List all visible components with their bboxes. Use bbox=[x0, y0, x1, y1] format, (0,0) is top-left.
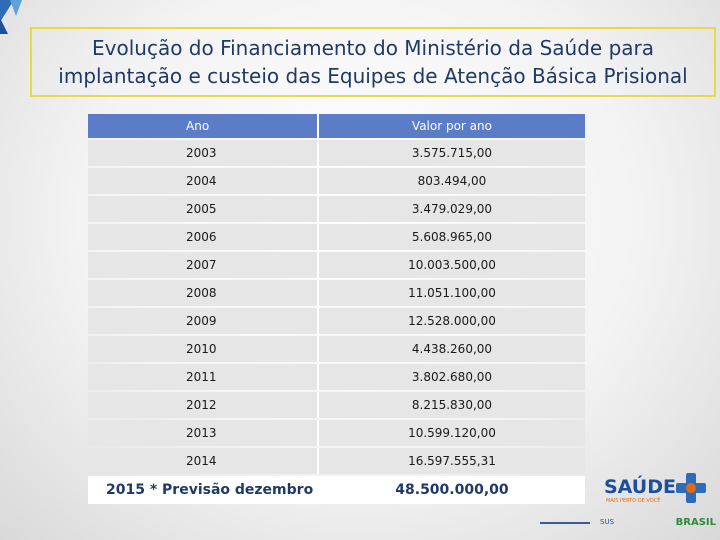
corner-triangle-icon bbox=[0, 0, 22, 34]
financing-table: Ano Valor por ano 2003 3.575.715,00 2004 80… bbox=[88, 112, 585, 506]
table-row: 2006 5.608.965,00 bbox=[88, 224, 585, 250]
cell-ano-forecast: 2015 * Previsão dezembro bbox=[88, 476, 319, 504]
cell-valor: 16.597.555,31 bbox=[318, 448, 585, 474]
table-header-row: Ano Valor por ano bbox=[88, 114, 585, 138]
table-row: 2013 10.599.120,00 bbox=[88, 420, 585, 446]
cell-valor: 12.528.000,00 bbox=[318, 308, 585, 334]
cell-valor: 10.599.120,00 bbox=[318, 420, 585, 446]
logo-tagline: MAIS PERTO DE VOCÊ bbox=[606, 498, 661, 504]
table-row: 2011 3.802.680,00 bbox=[88, 364, 585, 390]
header-valor: Valor por ano bbox=[318, 114, 585, 138]
cell-ano: 2007 bbox=[88, 252, 319, 278]
cell-ano: 2003 bbox=[88, 140, 319, 166]
table-row: 2004 803.494,00 bbox=[88, 168, 585, 194]
cell-ano: 2006 bbox=[88, 224, 319, 250]
title-line-2: implantação e custeio das Equipes de Ate… bbox=[58, 64, 688, 88]
table-row: 2007 10.003.500,00 bbox=[88, 252, 585, 278]
cell-valor: 11.051.100,00 bbox=[318, 280, 585, 306]
footer-left-label: SUS bbox=[600, 518, 615, 526]
cell-ano: 2012 bbox=[88, 392, 319, 418]
cell-valor: 4.438.260,00 bbox=[318, 336, 585, 362]
table-row: 2003 3.575.715,00 bbox=[88, 140, 585, 166]
cell-ano: 2014 bbox=[88, 448, 319, 474]
cell-ano: 2010 bbox=[88, 336, 319, 362]
title-box: Evolução do Financiamento do Ministério … bbox=[30, 27, 716, 97]
footer-brasil-label: BRASIL bbox=[675, 516, 716, 528]
cell-ano: 2008 bbox=[88, 280, 319, 306]
cell-valor: 10.003.500,00 bbox=[318, 252, 585, 278]
footer-line bbox=[540, 522, 590, 524]
cell-valor: 3.802.680,00 bbox=[318, 364, 585, 390]
table-row: 2010 4.438.260,00 bbox=[88, 336, 585, 362]
cell-ano: 2011 bbox=[88, 364, 319, 390]
table-row: 2005 3.479.029,00 bbox=[88, 196, 585, 222]
cell-ano: 2013 bbox=[88, 420, 319, 446]
cell-valor: 8.215.830,00 bbox=[318, 392, 585, 418]
table-row-forecast: 2015 * Previsão dezembro 48.500.000,00 bbox=[88, 476, 585, 504]
cross-icon bbox=[676, 473, 706, 503]
cell-valor: 5.608.965,00 bbox=[318, 224, 585, 250]
cell-ano: 2005 bbox=[88, 196, 319, 222]
cell-ano: 2004 bbox=[88, 168, 319, 194]
footer-strip: SUS BRASIL bbox=[600, 512, 716, 532]
table-row: 2014 16.597.555,31 bbox=[88, 448, 585, 474]
table-row: 2009 12.528.000,00 bbox=[88, 308, 585, 334]
table-row: 2008 11.051.100,00 bbox=[88, 280, 585, 306]
cell-valor-forecast: 48.500.000,00 bbox=[318, 476, 585, 504]
table-row: 2012 8.215.830,00 bbox=[88, 392, 585, 418]
saude-logo: SAÚDE bbox=[604, 474, 716, 500]
table-body: 2003 3.575.715,00 2004 803.494,00 2005 3.479.… bbox=[88, 140, 585, 504]
header-ano: Ano bbox=[88, 114, 319, 138]
logo-name: SAÚDE bbox=[604, 476, 676, 498]
title-line-1: Evolução do Financiamento do Ministério … bbox=[92, 36, 654, 60]
cell-valor: 3.575.715,00 bbox=[318, 140, 585, 166]
cell-valor: 3.479.029,00 bbox=[318, 196, 585, 222]
cell-ano: 2009 bbox=[88, 308, 319, 334]
cell-valor: 803.494,00 bbox=[318, 168, 585, 194]
